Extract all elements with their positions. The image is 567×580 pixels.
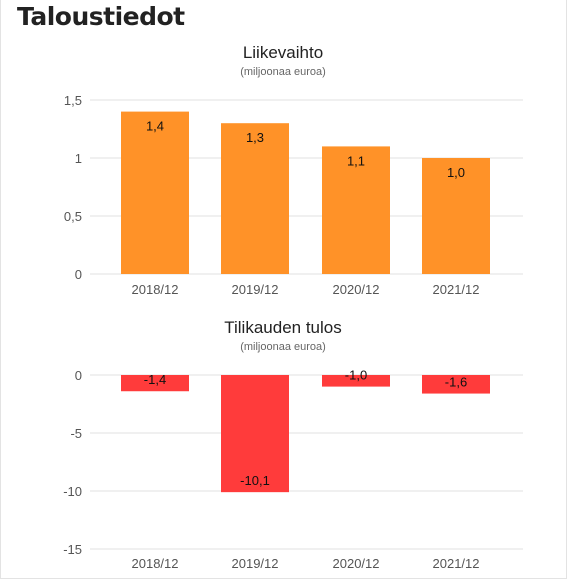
bar	[322, 375, 390, 387]
chart-subtitle: (miljoonaa euroa)	[240, 341, 326, 353]
data-label: -10,1	[240, 473, 270, 488]
bar	[322, 146, 390, 274]
page-title: Taloustiedot	[17, 2, 185, 31]
data-label: -1,0	[345, 368, 367, 383]
data-label: -1,6	[445, 375, 467, 390]
net-result-chart: Tilikauden tulos (miljoonaa euroa) 0 -5 -1…	[63, 318, 523, 571]
y-tick-label: -10	[63, 484, 82, 499]
bar	[121, 375, 189, 392]
y-tick-label: 1	[75, 151, 82, 166]
chart-subtitle: (miljoonaa euroa)	[240, 66, 326, 78]
x-tick-label: 2021/12	[433, 556, 480, 571]
y-tick-label: 0,5	[64, 209, 82, 224]
x-tick-label: 2020/12	[333, 556, 380, 571]
y-tick-label: 0	[75, 267, 82, 282]
data-label: 1,0	[447, 165, 465, 180]
y-tick-label: -5	[70, 426, 82, 441]
bar	[422, 158, 490, 274]
y-tick-label: 1,5	[64, 93, 82, 108]
x-tick-label: 2020/12	[333, 282, 380, 297]
chart-title: Tilikauden tulos	[224, 318, 342, 337]
bar	[221, 123, 289, 274]
x-tick-label: 2021/12	[433, 282, 480, 297]
data-label: -1,4	[144, 372, 166, 387]
x-tick-label: 2019/12	[232, 556, 279, 571]
data-label: 1,3	[246, 130, 264, 145]
data-label: 1,1	[347, 153, 365, 168]
data-label: 1,4	[146, 119, 164, 134]
revenue-chart: Liikevaihto (miljoonaa euroa) 0 0,5 1 1,5 1…	[64, 43, 523, 297]
x-tick-label: 2018/12	[132, 282, 179, 297]
bar	[121, 111, 189, 274]
bar	[221, 375, 289, 493]
chart-title: Liikevaihto	[243, 43, 323, 62]
y-tick-label: -15	[63, 542, 82, 557]
x-tick-label: 2018/12	[132, 556, 179, 571]
bar	[422, 375, 490, 394]
x-tick-label: 2019/12	[232, 282, 279, 297]
y-tick-label: 0	[75, 368, 82, 383]
